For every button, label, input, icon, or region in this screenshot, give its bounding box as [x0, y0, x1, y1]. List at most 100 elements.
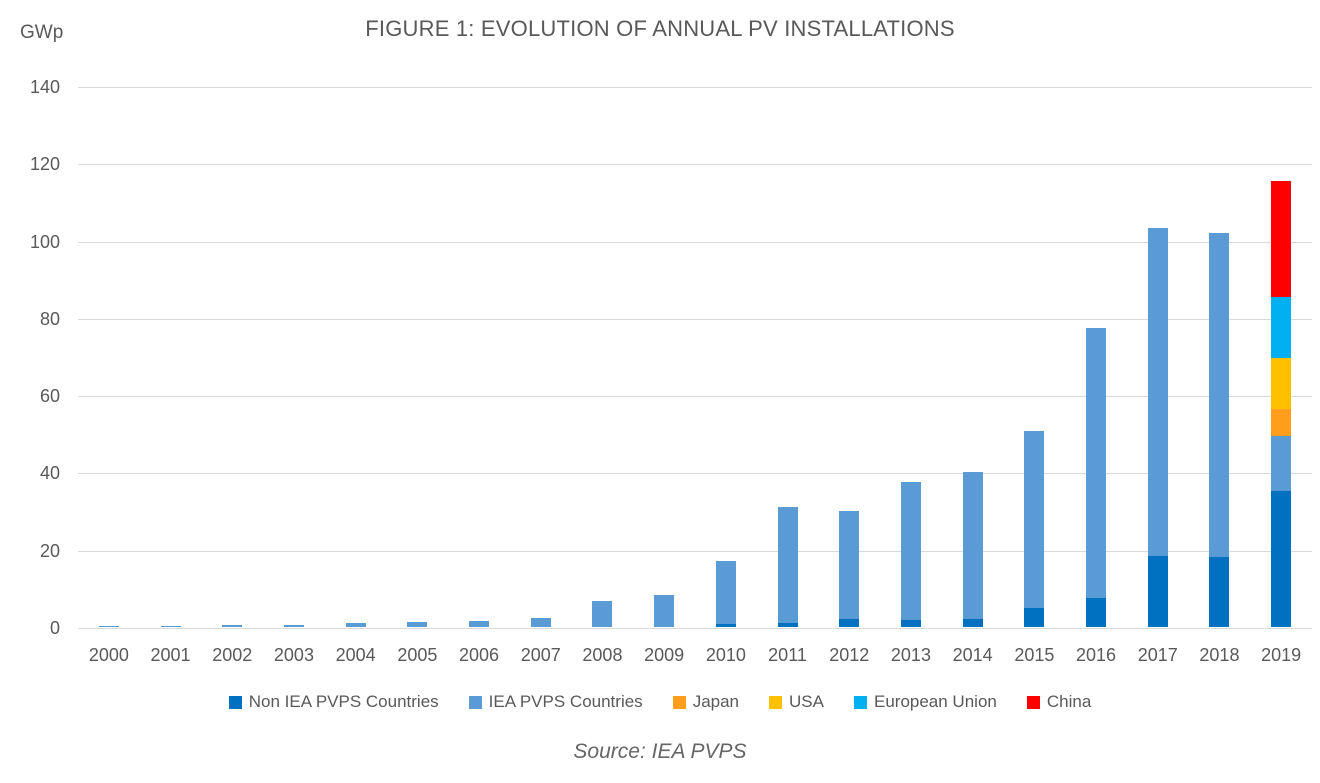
bar-segment	[1209, 557, 1230, 627]
bar-2011	[777, 507, 798, 627]
x-axis-label: 2003	[273, 645, 314, 665]
bar-segment	[1024, 431, 1045, 609]
bar-segment	[160, 625, 181, 627]
x-axis-label: 2004	[335, 645, 376, 665]
bar-2000	[98, 625, 119, 627]
bar-2004	[345, 622, 366, 627]
legend-item: European Union	[853, 692, 997, 712]
x-axis-label: 2018	[1199, 645, 1240, 665]
legend-swatch-icon	[672, 695, 686, 709]
y-axis-label: 40	[39, 463, 60, 484]
y-axis-label: 100	[29, 231, 60, 252]
x-axis-label: 2006	[459, 645, 500, 665]
legend-item: Non IEA PVPS Countries	[228, 692, 439, 712]
bar-segment	[1209, 232, 1230, 558]
x-axis-label: 2002	[212, 645, 253, 665]
gridline-y20	[78, 550, 1312, 552]
x-axis-label: 2001	[150, 645, 191, 665]
x-axis-label: 2005	[397, 645, 438, 665]
bar-2001	[160, 625, 181, 627]
bar-segment	[222, 625, 243, 627]
y-axis-label: 0	[49, 618, 60, 638]
bar-segment	[715, 623, 736, 627]
bar-2002	[222, 625, 243, 627]
bar-2008	[592, 601, 613, 627]
bar-segment	[1024, 608, 1045, 627]
bar-segment	[962, 619, 983, 627]
bar-segment	[962, 472, 983, 620]
bar-segment	[1271, 490, 1292, 627]
bar-2009	[654, 595, 675, 627]
legend-label: Japan	[692, 692, 740, 711]
legend-swatch-icon	[468, 695, 482, 709]
bar-2006	[469, 621, 490, 627]
bar-segment	[1271, 180, 1292, 298]
x-axis-label: 2014	[952, 645, 993, 665]
bar-segment	[900, 620, 921, 627]
y-axis-label: 120	[29, 154, 60, 175]
legend-item: Japan	[672, 692, 740, 712]
legend-swatch-icon	[769, 695, 783, 709]
gridline-y40	[78, 473, 1312, 475]
legend-label: USA	[789, 692, 824, 711]
bar-segment	[469, 621, 490, 627]
legend-swatch-icon	[1026, 695, 1040, 709]
x-axis-label: 2015	[1014, 645, 1055, 665]
x-axis-label: 2016	[1076, 645, 1117, 665]
gridline-y140	[78, 87, 1312, 88]
legend-item: USA	[769, 692, 824, 712]
bar-segment	[345, 622, 366, 627]
legend-label: China	[1046, 692, 1092, 711]
bar-2015	[1024, 431, 1045, 627]
bar-2017	[1147, 228, 1168, 627]
legend-item: China	[1026, 692, 1092, 712]
bar-2005	[407, 621, 428, 627]
y-axis-unit-label: GWp	[20, 22, 64, 43]
x-axis-label: 2000	[88, 645, 129, 665]
bar-2019	[1271, 180, 1292, 627]
x-axis-label: 2008	[582, 645, 623, 665]
y-axis-label: 20	[39, 540, 60, 561]
bar-segment	[777, 623, 798, 627]
bar-segment	[715, 560, 736, 624]
bar-2014	[962, 472, 983, 627]
bar-segment	[900, 481, 921, 621]
legend-swatch-icon	[853, 695, 867, 709]
chart-title: FIGURE 1: EVOLUTION OF ANNUAL PV INSTALL…	[365, 16, 955, 41]
x-axis-label: 2019	[1261, 645, 1302, 665]
y-axis-label: 140	[29, 77, 60, 97]
bar-2012	[839, 511, 860, 627]
legend: Non IEA PVPS Countries IEA PVPS Countries…	[0, 692, 1320, 712]
y-axis-label: 60	[39, 386, 60, 407]
gridline-y80	[78, 318, 1312, 320]
bar-segment	[530, 617, 551, 627]
bar-2018	[1209, 232, 1230, 627]
bar-segment	[839, 511, 860, 620]
x-axis-label: 2007	[520, 645, 561, 665]
bar-segment	[1086, 328, 1107, 598]
x-axis-label: 2017	[1137, 645, 1178, 665]
bar-segment	[1086, 597, 1107, 627]
bar-segment	[654, 595, 675, 627]
x-axis-label: 2010	[705, 645, 746, 665]
bar-2007	[530, 617, 551, 627]
y-axis-label: 80	[39, 308, 60, 329]
bar-2016	[1086, 328, 1107, 627]
bar-segment	[407, 621, 428, 627]
bar-segment	[592, 601, 613, 627]
legend-label: IEA PVPS Countries	[488, 692, 643, 711]
gridline-y120	[78, 164, 1312, 166]
bar-segment	[283, 624, 304, 627]
gridline-y0	[78, 628, 1312, 629]
bar-segment	[98, 625, 119, 627]
bar-segment	[1147, 228, 1168, 556]
x-axis-label: 2011	[768, 645, 807, 665]
bar-segment	[1271, 435, 1292, 491]
gridline-y60	[78, 396, 1312, 398]
bar-segment	[1271, 358, 1292, 410]
bar-segment	[1271, 297, 1292, 359]
legend-item: IEA PVPS Countries	[468, 692, 643, 712]
bar-segment	[1271, 409, 1292, 436]
bar-2010	[715, 560, 736, 627]
